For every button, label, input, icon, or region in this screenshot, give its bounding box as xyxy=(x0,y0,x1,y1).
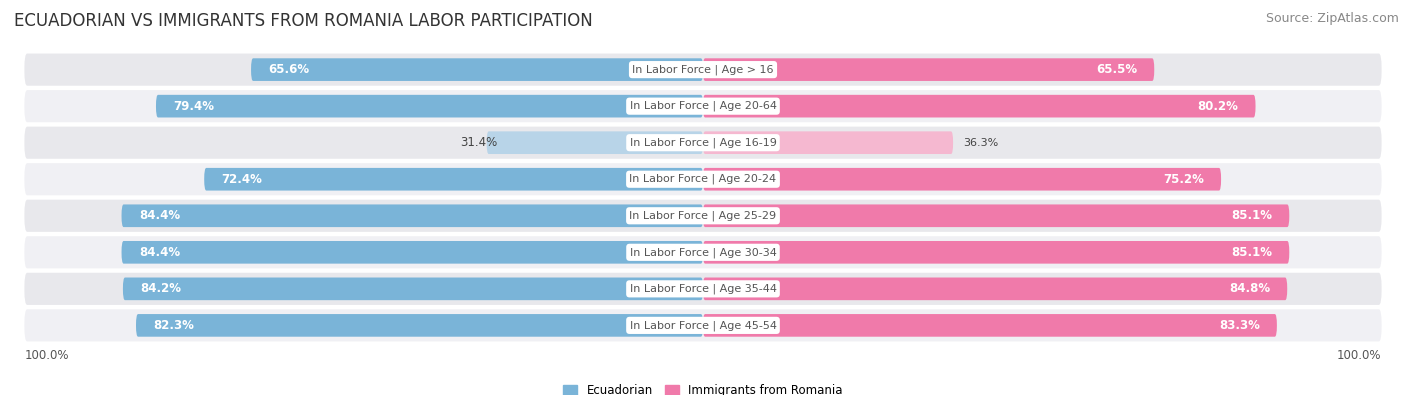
FancyBboxPatch shape xyxy=(703,58,1154,81)
FancyBboxPatch shape xyxy=(24,273,1382,305)
FancyBboxPatch shape xyxy=(122,278,703,300)
Text: In Labor Force | Age 25-29: In Labor Force | Age 25-29 xyxy=(630,211,776,221)
FancyBboxPatch shape xyxy=(24,163,1382,195)
FancyBboxPatch shape xyxy=(703,168,1220,190)
FancyBboxPatch shape xyxy=(24,127,1382,159)
FancyBboxPatch shape xyxy=(136,314,703,337)
Text: 65.6%: 65.6% xyxy=(269,63,309,76)
Text: 84.8%: 84.8% xyxy=(1229,282,1270,295)
Text: 84.4%: 84.4% xyxy=(139,209,180,222)
Text: 79.4%: 79.4% xyxy=(173,100,214,113)
FancyBboxPatch shape xyxy=(703,314,1277,337)
Text: 80.2%: 80.2% xyxy=(1198,100,1239,113)
FancyBboxPatch shape xyxy=(24,54,1382,86)
FancyBboxPatch shape xyxy=(703,205,1289,227)
FancyBboxPatch shape xyxy=(703,132,953,154)
Text: 100.0%: 100.0% xyxy=(1337,349,1382,362)
FancyBboxPatch shape xyxy=(24,309,1382,341)
Text: 83.3%: 83.3% xyxy=(1219,319,1260,332)
Text: In Labor Force | Age 20-64: In Labor Force | Age 20-64 xyxy=(630,101,776,111)
FancyBboxPatch shape xyxy=(24,200,1382,232)
Text: Source: ZipAtlas.com: Source: ZipAtlas.com xyxy=(1265,12,1399,25)
Text: 75.2%: 75.2% xyxy=(1163,173,1204,186)
Text: 84.2%: 84.2% xyxy=(141,282,181,295)
FancyBboxPatch shape xyxy=(703,278,1288,300)
FancyBboxPatch shape xyxy=(24,236,1382,268)
FancyBboxPatch shape xyxy=(204,168,703,190)
FancyBboxPatch shape xyxy=(703,241,1289,263)
Text: In Labor Force | Age 16-19: In Labor Force | Age 16-19 xyxy=(630,137,776,148)
Text: 100.0%: 100.0% xyxy=(24,349,69,362)
Text: In Labor Force | Age 20-24: In Labor Force | Age 20-24 xyxy=(630,174,776,184)
FancyBboxPatch shape xyxy=(252,58,703,81)
Text: In Labor Force | Age 45-54: In Labor Force | Age 45-54 xyxy=(630,320,776,331)
Text: 36.3%: 36.3% xyxy=(963,138,998,148)
FancyBboxPatch shape xyxy=(121,205,703,227)
Text: 85.1%: 85.1% xyxy=(1232,209,1272,222)
Text: In Labor Force | Age > 16: In Labor Force | Age > 16 xyxy=(633,64,773,75)
Text: ECUADORIAN VS IMMIGRANTS FROM ROMANIA LABOR PARTICIPATION: ECUADORIAN VS IMMIGRANTS FROM ROMANIA LA… xyxy=(14,12,593,30)
Text: 31.4%: 31.4% xyxy=(460,136,496,149)
FancyBboxPatch shape xyxy=(486,132,703,154)
Text: 65.5%: 65.5% xyxy=(1095,63,1137,76)
Text: In Labor Force | Age 35-44: In Labor Force | Age 35-44 xyxy=(630,284,776,294)
Text: 82.3%: 82.3% xyxy=(153,319,194,332)
FancyBboxPatch shape xyxy=(156,95,703,117)
FancyBboxPatch shape xyxy=(121,241,703,263)
FancyBboxPatch shape xyxy=(703,95,1256,117)
Text: In Labor Force | Age 30-34: In Labor Force | Age 30-34 xyxy=(630,247,776,258)
FancyBboxPatch shape xyxy=(24,90,1382,122)
Text: 84.4%: 84.4% xyxy=(139,246,180,259)
Text: 72.4%: 72.4% xyxy=(221,173,263,186)
Legend: Ecuadorian, Immigrants from Romania: Ecuadorian, Immigrants from Romania xyxy=(558,380,848,395)
Text: 85.1%: 85.1% xyxy=(1232,246,1272,259)
